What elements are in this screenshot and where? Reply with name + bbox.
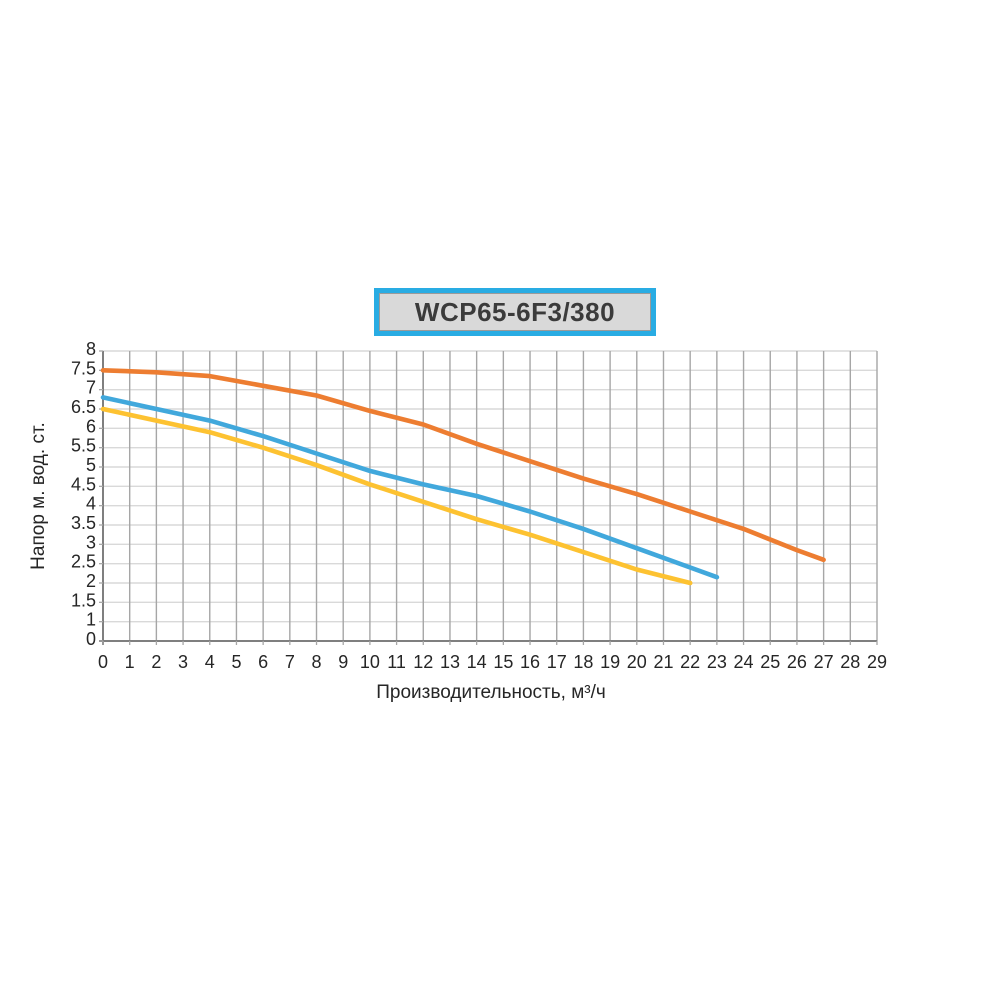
x-tick-label: 9 — [338, 652, 348, 672]
y-tick-label: 7.5 — [71, 358, 96, 378]
x-tick-label: 13 — [440, 652, 460, 672]
x-tick-label: 21 — [653, 652, 673, 672]
x-tick-label: 14 — [467, 652, 487, 672]
curve-mid — [100, 395, 720, 580]
x-tick-label: 18 — [573, 652, 593, 672]
y-tick-label: 5.5 — [71, 436, 96, 456]
y-tick-label: 7 — [86, 378, 96, 398]
x-axis-title: Производительность, м³/ч — [376, 682, 606, 703]
x-tick-label: 2 — [151, 652, 161, 672]
tick-marks — [99, 350, 878, 645]
y-tick-label: 6.5 — [71, 397, 96, 417]
y-tick-label: 2.5 — [71, 552, 96, 572]
y-tick-label: 4.5 — [71, 474, 96, 494]
x-tick-label: 24 — [734, 652, 754, 672]
x-tick-label: 17 — [547, 652, 567, 672]
x-tick-label: 3 — [178, 652, 188, 672]
x-tick-label: 1 — [125, 652, 135, 672]
x-tick-label: 16 — [520, 652, 540, 672]
x-tick-label: 0 — [98, 652, 108, 672]
curves — [100, 367, 826, 586]
y-tick-label: 0 — [86, 629, 96, 649]
pump-model-title-box: WCP65-6F3/380 — [374, 288, 656, 336]
curve-low — [100, 406, 693, 586]
y-tick-label: 4 — [86, 494, 96, 514]
curve-high — [100, 367, 826, 563]
x-tick-label: 20 — [627, 652, 647, 672]
x-tick-label: 15 — [493, 652, 513, 672]
x-tick-label: 4 — [205, 652, 215, 672]
x-tick-label: 6 — [258, 652, 268, 672]
y-axis-tick-labels: 87.576.565.554.543.532.521.510 — [71, 339, 96, 649]
horizontal-gridlines — [103, 350, 877, 623]
x-tick-label: 23 — [707, 652, 727, 672]
x-tick-label: 28 — [840, 652, 860, 672]
y-tick-label: 3.5 — [71, 513, 96, 533]
x-tick-label: 29 — [867, 652, 887, 672]
y-tick-label: 6 — [86, 416, 96, 436]
x-tick-label: 19 — [600, 652, 620, 672]
x-tick-label: 11 — [387, 652, 406, 672]
x-axis-tick-labels: 0 1 2 3 4 5 6 7 8 9 10 11 12 13 14 15 16 17 18 19 20 21 22 23 24… — [98, 652, 887, 672]
y-axis-title: Напор м. вод. ст. — [28, 422, 49, 570]
x-tick-label: 5 — [231, 652, 241, 672]
y-tick-label: 3 — [86, 532, 96, 552]
pump-model-title: WCP65-6F3/380 — [414, 296, 616, 327]
x-tick-label: 25 — [760, 652, 780, 672]
x-tick-label: 8 — [312, 652, 322, 672]
y-tick-label: 2 — [86, 571, 96, 591]
y-tick-label: 1 — [86, 610, 96, 630]
y-tick-label: 5 — [86, 455, 96, 475]
x-tick-label: 10 — [360, 652, 380, 672]
x-tick-label: 27 — [814, 652, 834, 672]
x-tick-label: 7 — [285, 652, 295, 672]
y-tick-label: 8 — [86, 339, 96, 359]
y-tick-label: 1.5 — [71, 590, 96, 610]
x-tick-label: 26 — [787, 652, 807, 672]
vertical-gridlines — [128, 351, 878, 641]
x-tick-label: 12 — [413, 652, 433, 672]
x-tick-label: 22 — [680, 652, 700, 672]
